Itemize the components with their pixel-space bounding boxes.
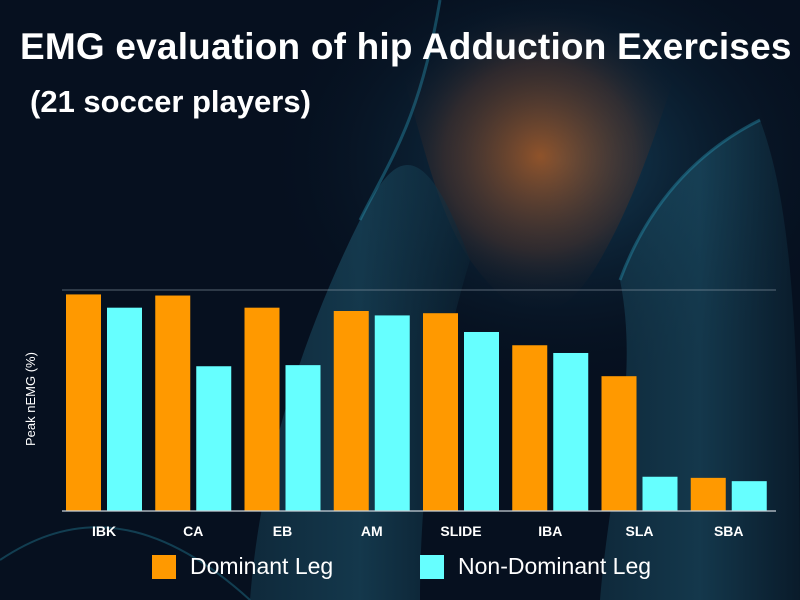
legend-label-non-dominant: Non-Dominant Leg <box>458 553 652 579</box>
bar-eb-dominant <box>244 307 280 511</box>
bar-sba-non-dominant <box>731 481 767 511</box>
bar-ca-dominant <box>155 295 191 511</box>
bar-am-dominant <box>333 310 369 511</box>
x-tick-label-sla: SLA <box>626 523 654 539</box>
x-tick-label-am: AM <box>361 523 383 539</box>
x-tick-label-sba: SBA <box>714 523 744 539</box>
chart-subtitle: (21 soccer players) <box>30 84 311 119</box>
bar-slide-dominant <box>423 313 458 511</box>
legend-item-non-dominant: Non-Dominant Leg <box>420 553 651 580</box>
bar-ca-non-dominant <box>196 366 232 511</box>
bar-sla-dominant <box>601 376 637 511</box>
bar-ibk-non-dominant <box>107 307 142 511</box>
legend: Dominant Leg Non-Dominant Leg <box>0 553 800 583</box>
bar-sla-non-dominant <box>642 476 678 511</box>
chart-title: EMG evaluation of hip Adduction Exercise… <box>20 26 792 67</box>
bar-iba-dominant <box>512 345 548 511</box>
bar-ibk-dominant <box>66 294 101 511</box>
bar-slide-non-dominant <box>464 331 499 511</box>
bar-sba-dominant <box>690 477 726 511</box>
legend-swatch-dominant <box>152 554 176 579</box>
legend-swatch-non-dominant <box>420 554 444 579</box>
bar-iba-non-dominant <box>553 352 589 511</box>
x-tick-label-ca: CA <box>183 523 203 539</box>
legend-label-dominant: Dominant Leg <box>190 553 334 579</box>
x-tick-label-slide: SLIDE <box>440 523 481 539</box>
x-tick-label-ibk: IBK <box>92 523 116 539</box>
bar-eb-non-dominant <box>285 365 321 511</box>
bar-am-non-dominant <box>374 315 410 511</box>
x-tick-label-iba: IBA <box>538 523 562 539</box>
legend-item-dominant: Dominant Leg <box>152 553 333 580</box>
y-axis-label: Peak nEMG (%) <box>23 352 38 446</box>
x-tick-label-eb: EB <box>273 523 292 539</box>
